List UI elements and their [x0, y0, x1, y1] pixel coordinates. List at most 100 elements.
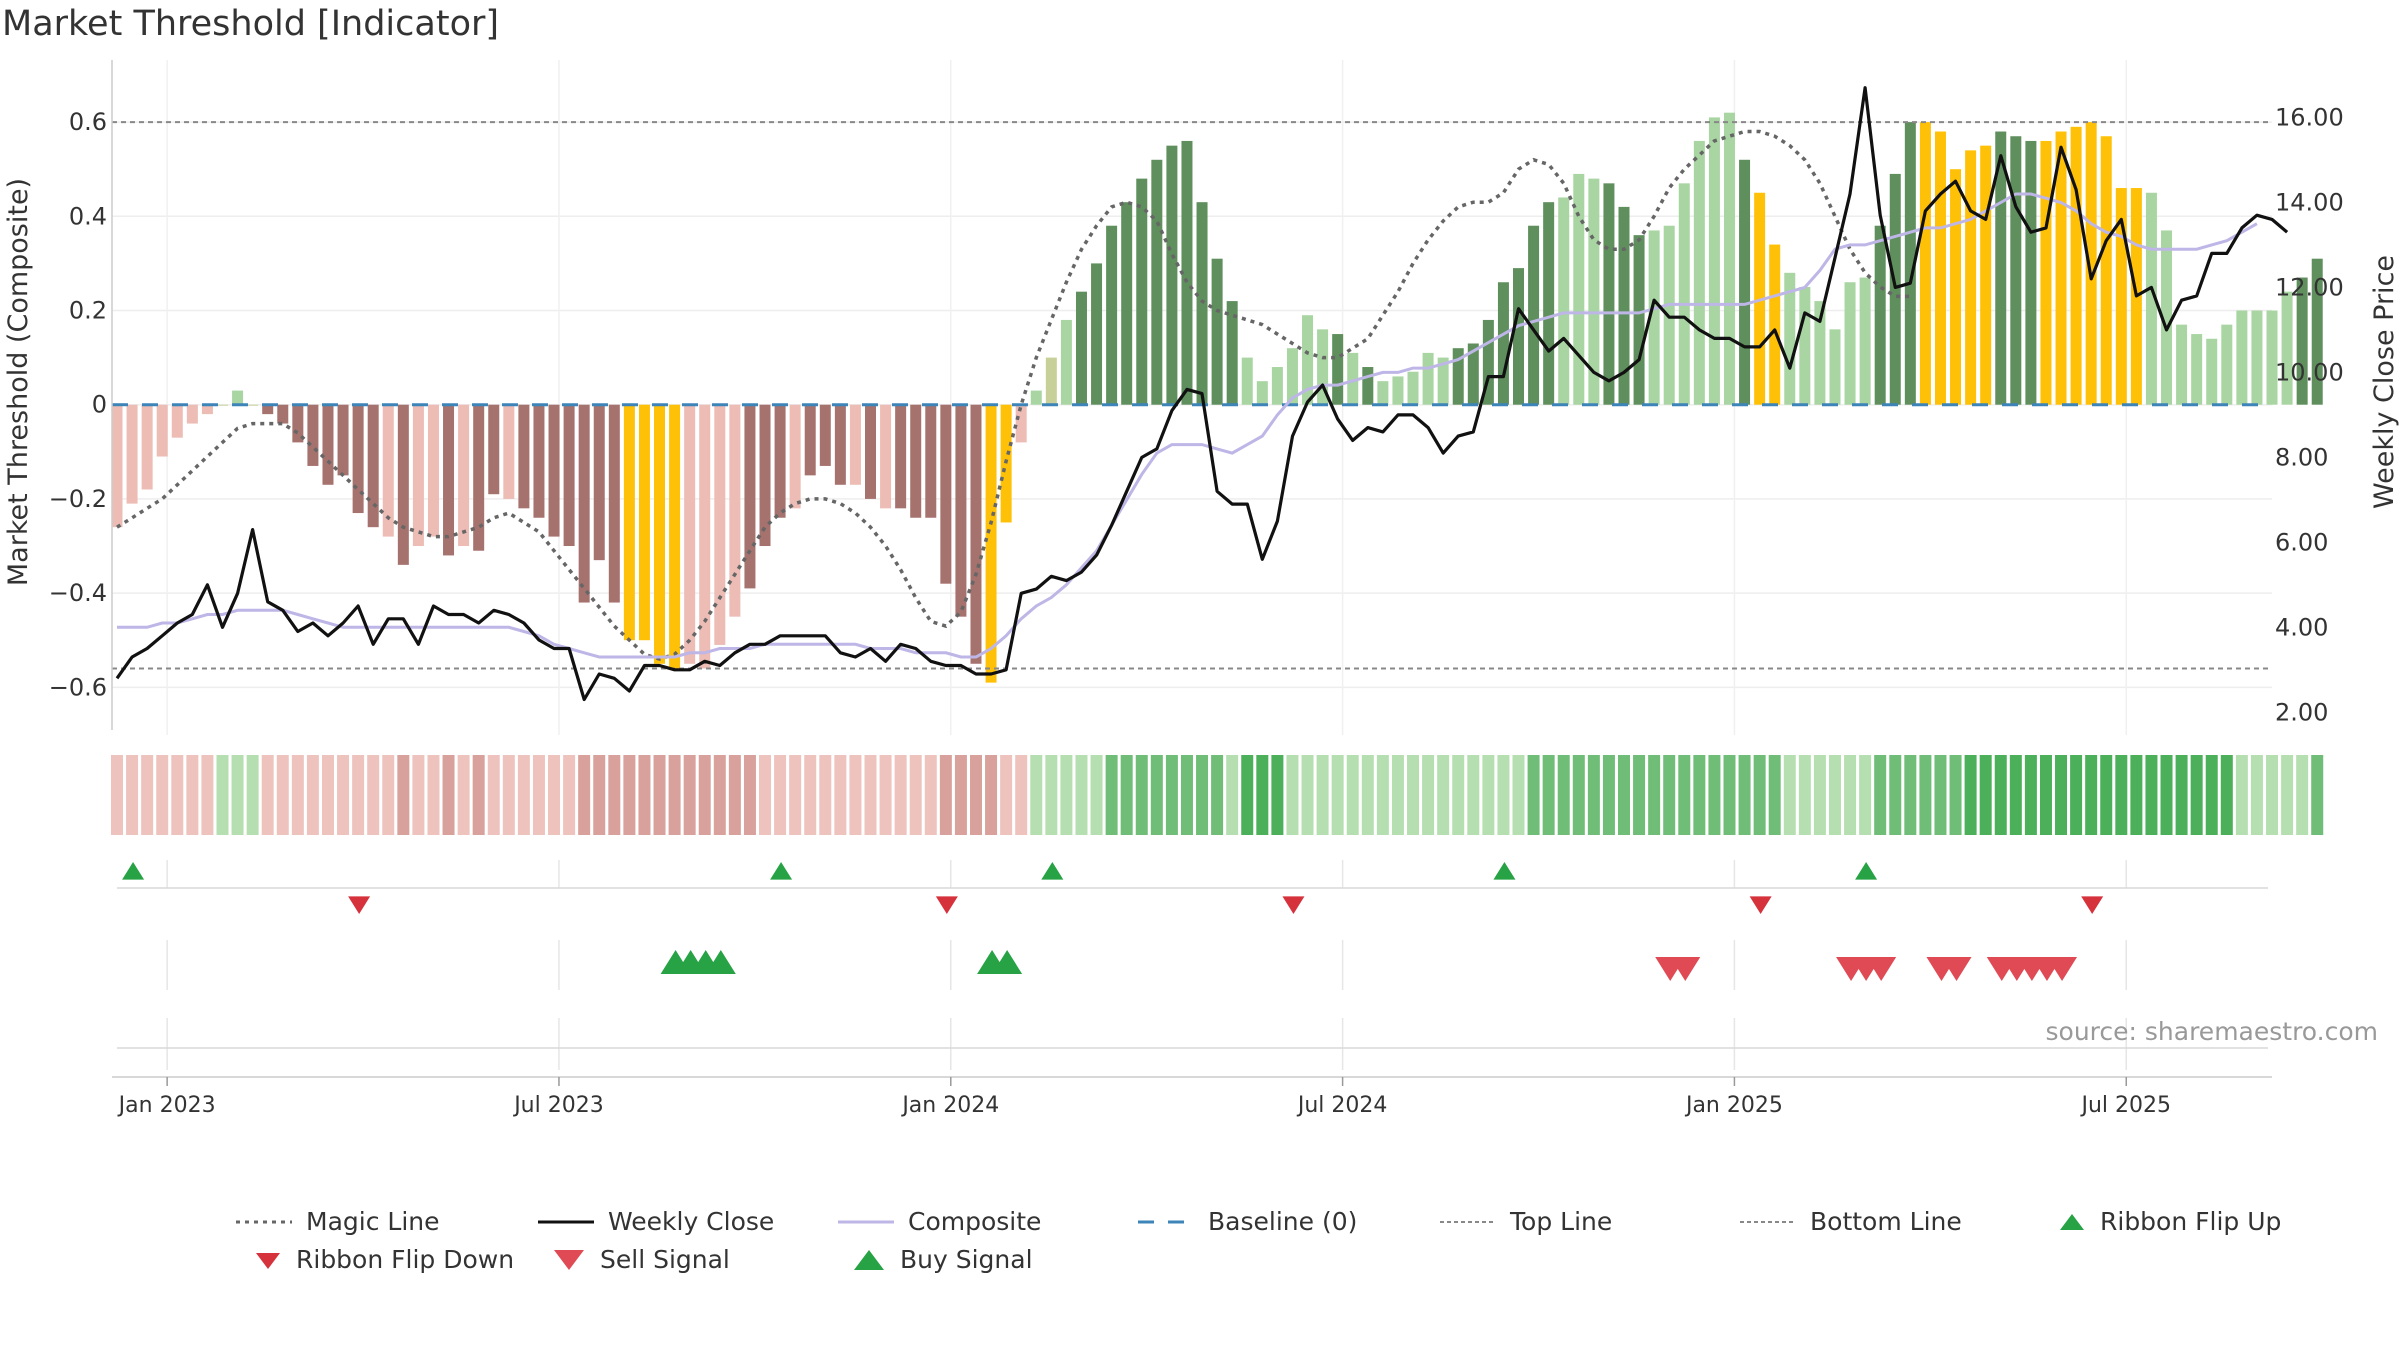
composite-bar [473, 404, 485, 551]
ribbon-flip-up-marker [1855, 862, 1878, 880]
ribbon-cell [2070, 755, 2083, 835]
ribbon-cell [2055, 755, 2068, 835]
axes: 0.6 0.4 0.2 0 −0.2 −0.4 −0.6 Market Threshold (… [3, 60, 2400, 1118]
composite-bar [1708, 117, 1720, 405]
ribbon-cell [1422, 755, 1435, 835]
composite-bar [1980, 145, 1992, 405]
composite-bar [2191, 334, 2203, 405]
composite-bar [1377, 381, 1389, 405]
legend-label: Baseline (0) [1208, 1207, 1358, 1236]
composite-bar [156, 404, 168, 457]
composite-bar [186, 404, 198, 424]
ribbon-cell [2130, 755, 2143, 835]
sell-signal-marker [1941, 957, 1972, 981]
legend-label: Buy Signal [900, 1245, 1033, 1274]
ribbon-cell [141, 755, 154, 835]
ribbon-cell [337, 755, 350, 835]
composite-bar [1121, 202, 1133, 405]
composite-bar [171, 404, 183, 438]
composite-bar [819, 404, 831, 466]
composite-bar [2251, 310, 2263, 405]
composite-bar [367, 404, 379, 528]
ribbon-cell [2220, 755, 2233, 835]
composite-bar [1407, 371, 1419, 405]
composite-bar [1889, 173, 1901, 405]
ribbon-flip-up-marker [1041, 862, 1064, 880]
composite-bar [2145, 192, 2157, 405]
ribbon-flip-down-marker [348, 896, 371, 914]
composite-bar [1497, 282, 1509, 405]
ribbon-cell [1165, 755, 1178, 835]
composite-bar [1784, 272, 1796, 405]
composite-bar [322, 404, 334, 485]
composite-bar [277, 404, 289, 424]
composite-bar [1467, 343, 1479, 405]
ribbon-cell [1090, 755, 1103, 835]
composite-bar [895, 404, 907, 509]
y-left-tick-label: 0.6 [69, 108, 107, 136]
composite-bar [1995, 131, 2007, 405]
ribbon-cell [1467, 755, 1480, 835]
composite-bar [1166, 145, 1178, 405]
ribbon-cell [578, 755, 591, 835]
ribbon-cell [231, 755, 244, 835]
composite-bar [1091, 263, 1103, 405]
composite-bar [2281, 291, 2293, 405]
composite-bar [1241, 357, 1253, 405]
ribbon-cell [487, 755, 500, 835]
ribbon-cell [126, 755, 139, 835]
ribbon-cell [1497, 755, 1510, 835]
ribbon-cell [216, 755, 229, 835]
composite-bar [1558, 197, 1570, 405]
ribbon-cell [1196, 755, 1209, 835]
composite-bar [1919, 122, 1931, 405]
ribbon-cell [608, 755, 621, 835]
ribbon-cell [1452, 755, 1465, 835]
ribbon-cell [1075, 755, 1088, 835]
composite-bar [1106, 225, 1118, 405]
legend-label: Ribbon Flip Down [296, 1245, 515, 1274]
composite-bar [623, 404, 635, 641]
ribbon-cell [1874, 755, 1887, 835]
y-left-tick-label: −0.6 [49, 673, 107, 701]
composite-bar [744, 404, 756, 589]
composite-bar [1573, 173, 1585, 405]
x-tick-label: Jan 2025 [1684, 1093, 1783, 1118]
x-tick-label: Jul 2024 [1296, 1093, 1388, 1118]
ribbon-cell [2175, 755, 2188, 835]
ribbon-cell [1211, 755, 1224, 835]
composite-bar [2100, 136, 2112, 405]
composite-bar [2040, 140, 2052, 405]
composite-bar [789, 404, 801, 509]
composite-bar [548, 404, 560, 537]
y-left-tick-label: −0.4 [49, 579, 107, 607]
composite-bar [2025, 140, 2037, 405]
ribbon-cell [1844, 755, 1857, 835]
ribbon-cell [1572, 755, 1585, 835]
ribbon-cell [2145, 755, 2158, 835]
composite-bar [2176, 324, 2188, 405]
composite-bar [1422, 352, 1434, 405]
ribbon-cell [834, 755, 847, 835]
ribbon-cell [985, 755, 998, 835]
ribbon-cell [1693, 755, 1706, 835]
composite-bar [849, 404, 861, 485]
composite-bar [1844, 282, 1856, 405]
composite-bar [1633, 235, 1645, 405]
ribbon-cell [171, 755, 184, 835]
legend-magic-line: Magic Line [236, 1207, 440, 1236]
legend-label: Sell Signal [600, 1245, 730, 1274]
legend-label: Magic Line [306, 1207, 440, 1236]
ribbon-cell [1618, 755, 1630, 835]
ribbon-cell [1150, 755, 1163, 835]
composite-bar [382, 404, 394, 537]
ribbon-cell [1602, 755, 1615, 835]
composite-bar [2206, 338, 2218, 405]
ribbon-cell [156, 755, 169, 835]
composite-bar [970, 404, 982, 664]
ribbon-cell [1331, 755, 1344, 835]
ribbon-cell [1964, 755, 1977, 835]
ribbon-cell [548, 755, 561, 835]
ribbon-cell [969, 755, 982, 835]
ribbon-cell [1678, 755, 1691, 835]
